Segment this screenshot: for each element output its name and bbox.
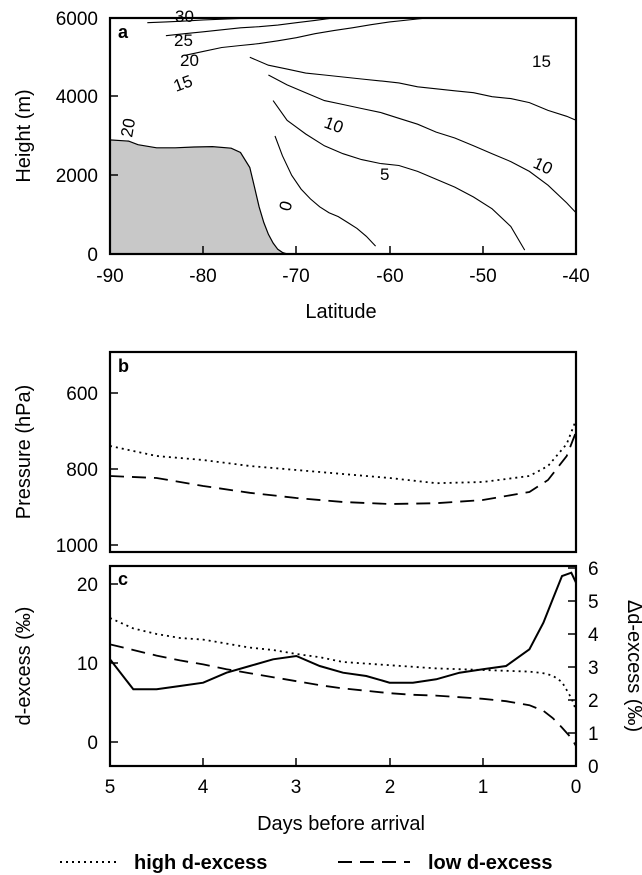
panel-b-letter: b (118, 356, 129, 376)
panel-a-y-ticks: 0 2000 4000 6000 (56, 9, 118, 266)
panel-c-x-axis-label: Days before arrival (257, 813, 425, 835)
contour-label-20-terrain: 20 (117, 117, 139, 139)
panel-b-series-low (109, 431, 577, 505)
terrain-area (109, 139, 288, 255)
panel-b-lines (109, 419, 577, 505)
y2-tick-label: 4 (588, 625, 599, 646)
panel-c-frame (108, 564, 578, 768)
x-tick-label: 2 (385, 777, 396, 798)
y2-tick-label: 5 (588, 592, 599, 613)
panel-c-x-ticks: 5 4 3 2 1 0 (105, 758, 582, 798)
contour-line-15 (249, 56, 577, 121)
contour-line-25 (165, 17, 334, 37)
y-tick-label: 800 (66, 460, 98, 481)
y-tick-label: 4000 (56, 87, 98, 108)
legend: high d-excess low d-excess (60, 852, 553, 874)
panel-c-d-excess-plot: c 0 10 20 0 1 2 3 4 5 6 (13, 559, 642, 835)
panel-c-y-ticks: 0 10 20 (77, 575, 118, 754)
contour-line-10 (268, 74, 577, 214)
contour-line-20 (184, 17, 427, 56)
x-tick-label: -80 (189, 266, 216, 287)
x-tick-label: 0 (571, 777, 582, 798)
panel-c-y2-ticks: 0 1 2 3 4 5 6 (568, 559, 599, 778)
x-tick-label: -40 (562, 266, 589, 287)
panel-b-series-high (109, 419, 577, 485)
y2-tick-label: 0 (588, 757, 599, 778)
panel-b-y-axis-label: Pressure (hPa) (13, 385, 35, 520)
contour-label-15-right: 15 (532, 52, 551, 71)
contour-label-30: 30 (175, 7, 194, 26)
x-tick-label: -90 (96, 266, 123, 287)
y2-tick-label: 1 (588, 724, 599, 745)
panel-b-y-ticks: 600 800 1000 (56, 384, 118, 557)
panel-a-frame (108, 16, 578, 256)
panel-b-pressure-plot: b 600 800 1000 Pressure (hPa) (13, 350, 578, 557)
panel-a-letter: a (118, 22, 129, 42)
panel-c-series-low (109, 643, 577, 747)
x-tick-label: -50 (469, 266, 496, 287)
x-tick-label: -70 (282, 266, 309, 287)
panel-c-y-axis-label: d-excess (‰) (13, 607, 35, 726)
y-tick-label: 1000 (56, 536, 98, 557)
contour-label-5: 5 (380, 165, 389, 184)
y2-tick-label: 3 (588, 658, 599, 679)
contour-label-0: 0 (276, 199, 297, 213)
x-tick-label: 5 (105, 777, 116, 798)
panel-a-contour-plot: 30 25 20 15 15 10 5 10 0 20 a 0 2000 400… (13, 7, 590, 323)
y-tick-label: 20 (77, 575, 98, 596)
contour-label-10-left: 10 (322, 113, 346, 137)
contour-label-20: 20 (180, 51, 199, 70)
y-tick-label: 6000 (56, 9, 98, 30)
panel-c-y2-axis-label: Δd-excess (‰) (623, 600, 642, 732)
y-tick-label: 0 (87, 245, 98, 266)
legend-label-high: high d-excess (134, 852, 267, 874)
y2-tick-label: 2 (588, 691, 599, 712)
contour-label-25: 25 (174, 31, 193, 50)
y-tick-label: 2000 (56, 166, 98, 187)
y-tick-label: 600 (66, 384, 98, 405)
legend-label-low: low d-excess (428, 852, 553, 874)
y2-tick-label: 6 (588, 559, 599, 580)
panel-a-y-axis-label: Height (m) (13, 89, 35, 182)
contour-line-0 (274, 135, 376, 247)
panel-c-letter: c (118, 569, 128, 589)
panel-b-frame (108, 350, 578, 554)
x-tick-label: 4 (198, 777, 209, 798)
y-tick-label: 10 (77, 654, 98, 675)
panel-a-x-axis-label: Latitude (305, 301, 376, 323)
y-tick-label: 0 (87, 733, 98, 754)
panel-c-series-high (109, 617, 577, 711)
x-tick-label: 3 (291, 777, 302, 798)
contour-lines (147, 17, 577, 251)
x-tick-label: 1 (478, 777, 489, 798)
contour-label-15-left: 15 (171, 71, 195, 95)
panel-c-series-delta (109, 571, 577, 691)
panel-c-lines (109, 571, 577, 747)
x-tick-label: -60 (376, 266, 403, 287)
panel-a-x-ticks: -90 -80 -70 -60 -50 -40 (96, 246, 590, 287)
contour-line-5 (272, 100, 526, 251)
